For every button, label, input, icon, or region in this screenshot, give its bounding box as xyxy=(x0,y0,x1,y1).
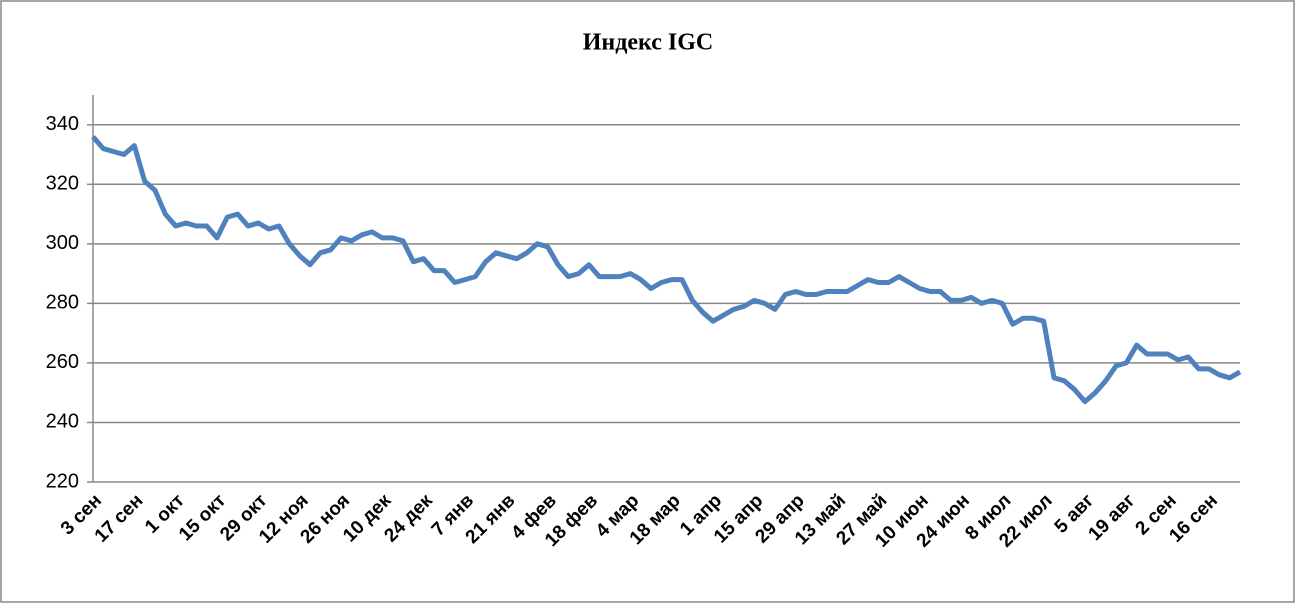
y-tick-label: 220 xyxy=(46,470,79,492)
y-tick-label: 260 xyxy=(46,351,79,373)
y-tick-label: 340 xyxy=(46,113,79,135)
y-tick-label: 320 xyxy=(46,173,79,195)
y-tick-label: 280 xyxy=(46,292,79,314)
chart-title: Индекс IGC xyxy=(583,30,714,56)
data-line xyxy=(91,135,1242,405)
y-tick-label: 240 xyxy=(46,411,79,433)
y-tick-label: 300 xyxy=(46,232,79,254)
